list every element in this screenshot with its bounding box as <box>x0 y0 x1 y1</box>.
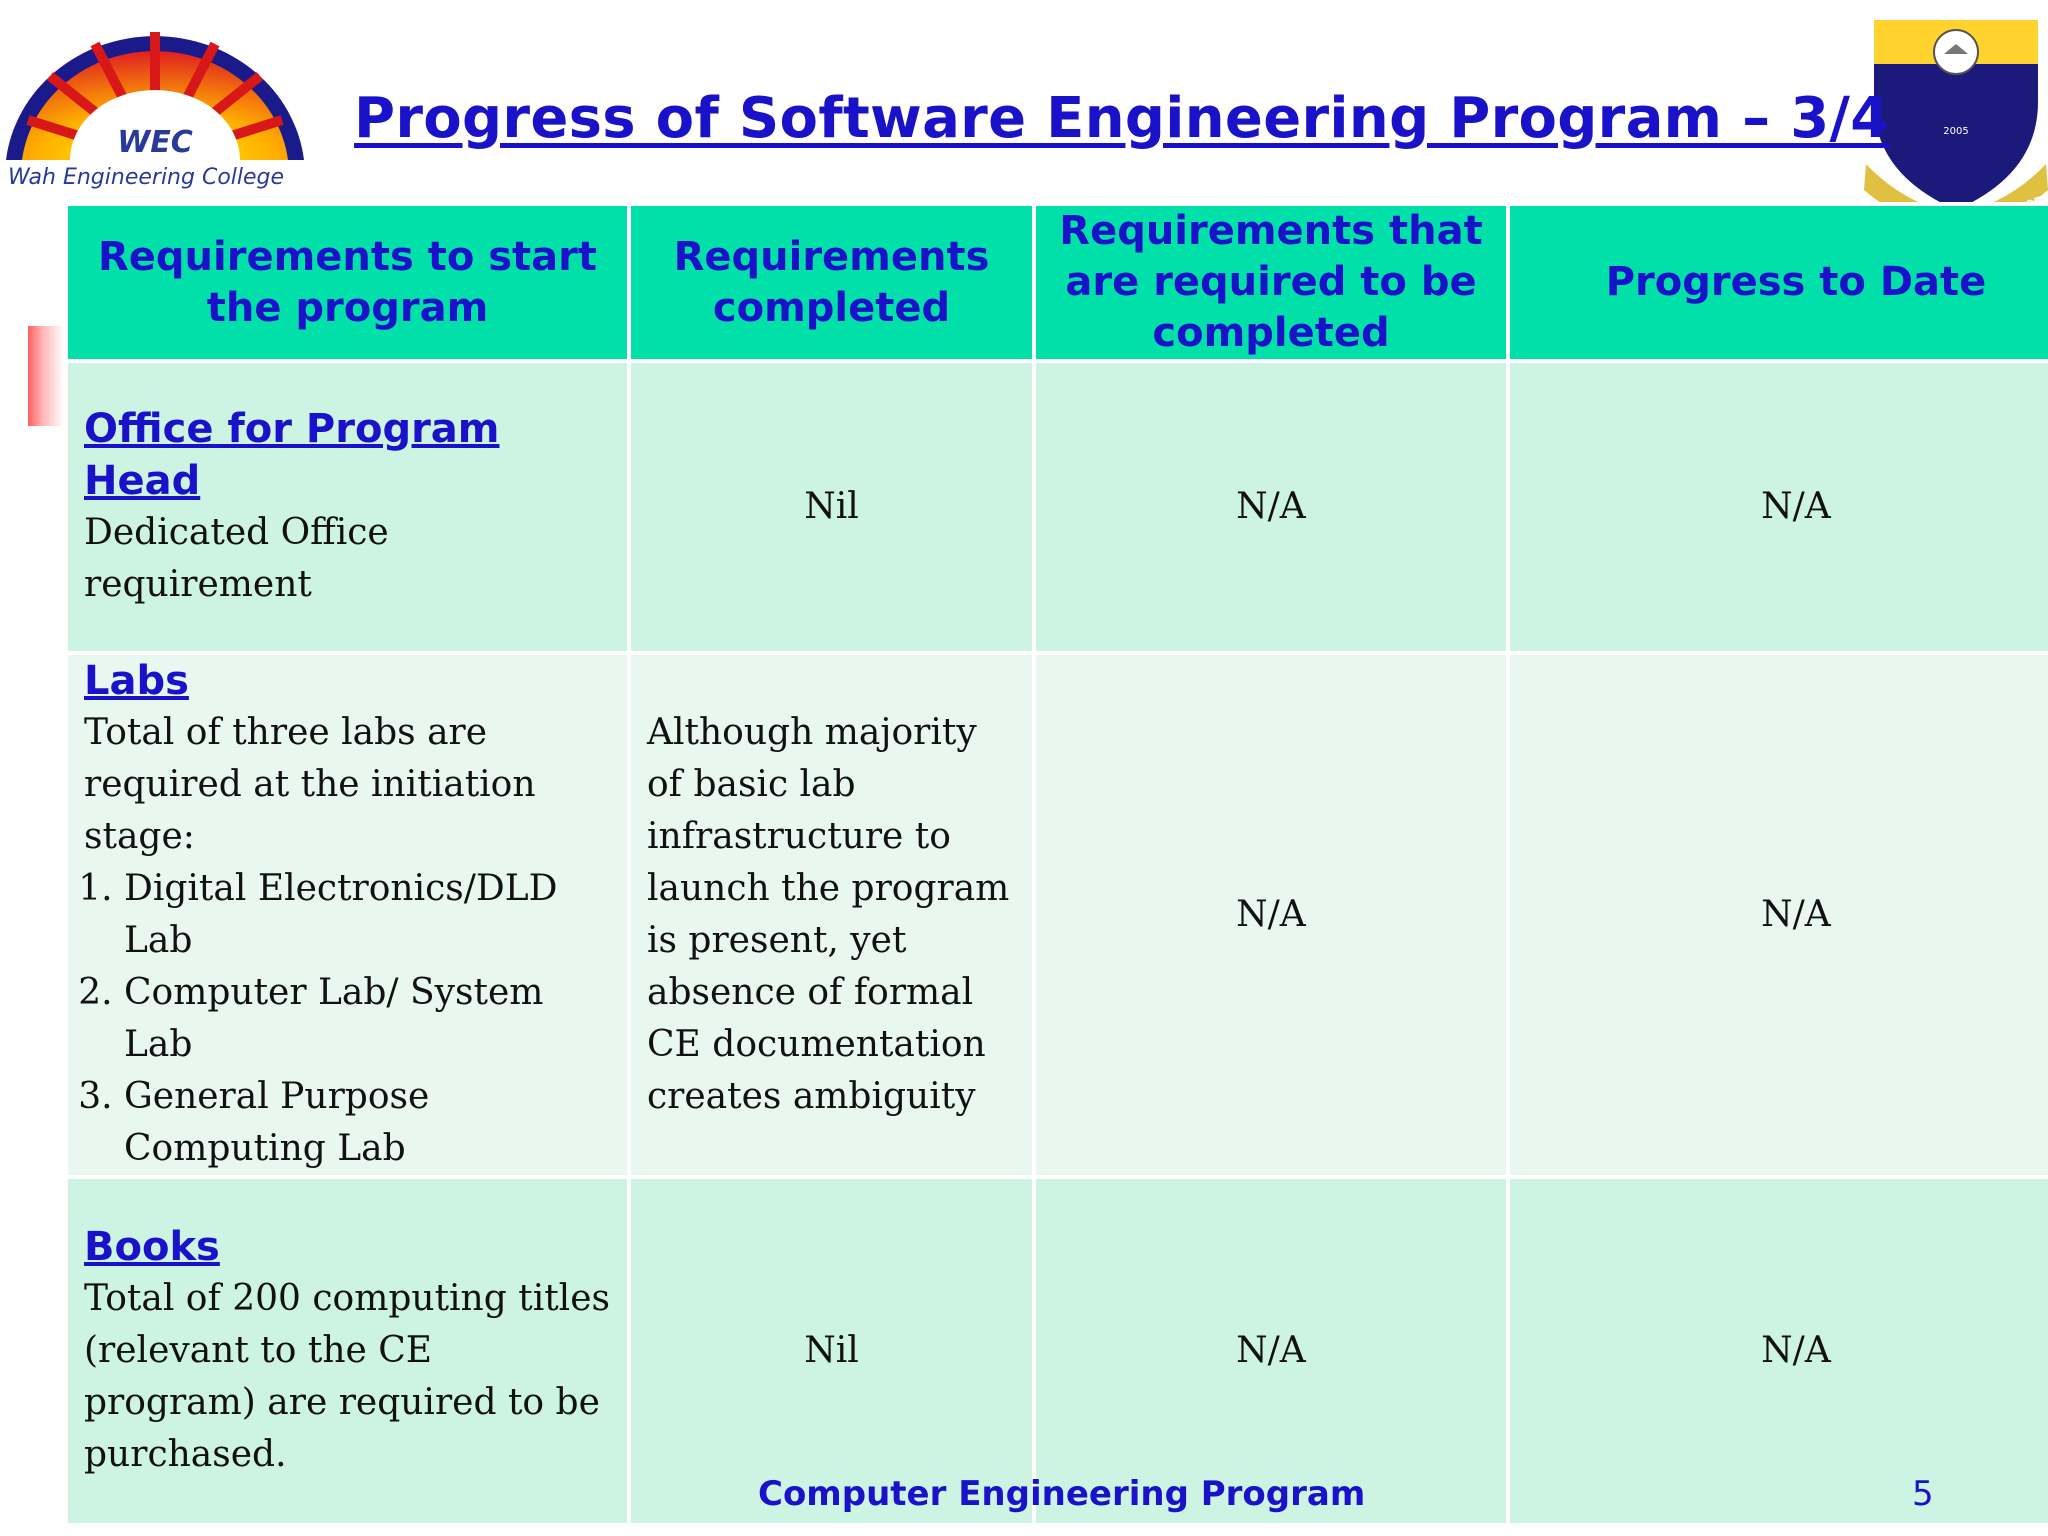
labs-list: Digital Electronics/DLD Lab Computer Lab… <box>84 863 613 1175</box>
list-item: Computer Lab/ System Lab <box>124 967 613 1071</box>
required-cell: N/A <box>1032 651 1510 1179</box>
progress-cell: N/A <box>1506 359 2048 655</box>
requirement-title: Office for Program Head <box>84 406 500 504</box>
requirement-description: Total of 200 computing titles (relevant … <box>84 1278 610 1475</box>
completed-cell: Nil <box>627 1175 1036 1527</box>
requirement-title: Books <box>84 1224 220 1270</box>
completed-cell: Nil <box>627 359 1036 655</box>
requirement-description: Dedicated Office requirement <box>84 512 389 605</box>
svg-text:Wah Engineering College: Wah Engineering College <box>8 165 284 190</box>
page-title: Progress of Software Engineering Program… <box>354 86 1890 151</box>
svg-text:WEC: WEC <box>117 125 193 160</box>
required-cell: N/A <box>1032 1175 1510 1527</box>
table-row: Office for Program Head Dedicated Office… <box>64 359 2048 655</box>
progress-cell: N/A <box>1506 651 2048 1179</box>
table-row: Labs Total of three labs are required at… <box>64 651 2048 1179</box>
page-number: 5 <box>1912 1474 1934 1514</box>
list-item: General Purpose Computing Lab <box>124 1071 613 1175</box>
footer-program: Computer Engineering Program <box>758 1474 1366 1514</box>
requirement-description: Total of three labs are required at the … <box>84 712 536 857</box>
university-crest-icon: 2005 UNIVERSITY OF WAH <box>1864 14 2048 239</box>
requirement-title: Labs <box>84 658 189 704</box>
requirement-cell: Office for Program Head Dedicated Office… <box>64 359 631 655</box>
column-header-requirements-to-be-completed: Requirements that are required to be com… <box>1032 202 1510 363</box>
required-cell: N/A <box>1032 359 1510 655</box>
column-header-progress-to-date: Progress to Date <box>1506 202 2048 363</box>
svg-text:2005: 2005 <box>1943 126 1968 137</box>
list-item: Digital Electronics/DLD Lab <box>124 863 613 967</box>
requirement-cell: Books Total of 200 computing titles (rel… <box>64 1175 631 1527</box>
column-header-requirements-completed: Requirements completed <box>627 202 1036 363</box>
column-header-requirements-to-start: Requirements to start the program <box>64 202 631 363</box>
accent-bar <box>28 326 64 426</box>
wec-logo: WEC Wah Engineering College <box>0 10 310 190</box>
progress-cell: N/A <box>1506 1175 2048 1527</box>
completed-cell: Although majority of basic lab infrastru… <box>627 651 1036 1179</box>
requirements-table: Requirements to start the program Requir… <box>64 202 2048 1527</box>
table-header-row: Requirements to start the program Requir… <box>64 202 2048 363</box>
table-row: Books Total of 200 computing titles (rel… <box>64 1175 2048 1527</box>
requirement-cell: Labs Total of three labs are required at… <box>64 651 631 1179</box>
